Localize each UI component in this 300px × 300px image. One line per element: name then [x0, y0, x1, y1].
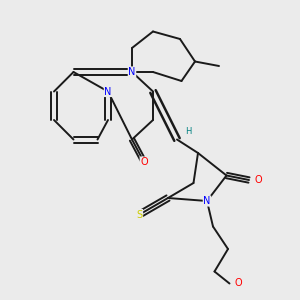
Text: S: S: [136, 209, 142, 220]
Text: N: N: [128, 67, 136, 77]
Text: O: O: [140, 157, 148, 167]
Text: H: H: [185, 128, 192, 136]
Text: O: O: [234, 278, 242, 289]
Text: O: O: [254, 175, 262, 185]
Text: N: N: [203, 196, 211, 206]
Text: N: N: [104, 86, 112, 97]
